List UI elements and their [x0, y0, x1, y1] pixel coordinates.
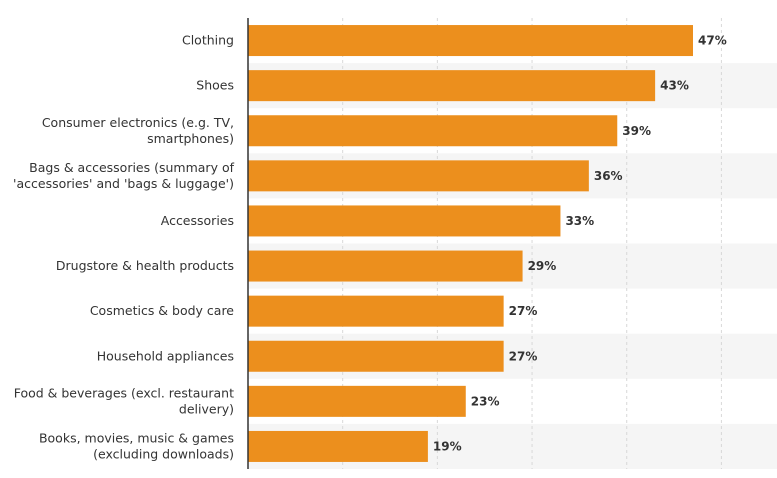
value-label: 19% — [433, 439, 462, 453]
value-label: 29% — [528, 259, 557, 273]
value-label: 33% — [565, 214, 594, 228]
value-label: 23% — [471, 394, 500, 408]
bar — [248, 295, 504, 327]
bar — [248, 430, 428, 462]
bar — [248, 250, 523, 282]
category-labels: Clothing Shoes Consumer electronics (e.g. … — [13, 33, 235, 462]
value-label: 47% — [698, 34, 727, 48]
value-label: 39% — [622, 124, 651, 138]
bar — [248, 205, 561, 237]
category-label: Food & beverages (excl. restaurant delive… — [14, 385, 234, 416]
bar — [248, 115, 618, 147]
bar — [248, 385, 466, 417]
bars — [248, 25, 693, 462]
category-label: Bags & accessories (summary of'accessori… — [13, 160, 235, 191]
category-label: Shoes — [196, 78, 234, 93]
category-label: Household appliances — [97, 348, 234, 363]
value-label: 36% — [594, 169, 623, 183]
bar — [248, 25, 693, 57]
category-label: Cosmetics & body care — [90, 303, 234, 318]
value-label: 27% — [509, 349, 538, 363]
bar — [248, 70, 656, 102]
bar — [248, 160, 589, 192]
value-label: 27% — [509, 304, 538, 318]
category-label: Books, movies, music & games (excluding d… — [39, 430, 234, 461]
category-label: Drugstore & health products — [56, 258, 234, 273]
value-label: 43% — [660, 79, 689, 93]
category-label: Clothing — [182, 33, 234, 48]
category-label: Accessories — [161, 213, 234, 228]
value-labels: 47% 43% 39% 36% 33% 29% 27% 27% 23% 19% — [433, 34, 727, 454]
bar — [248, 340, 504, 372]
category-label: Consumer electronics (e.g. TV, smartphone… — [42, 115, 234, 146]
